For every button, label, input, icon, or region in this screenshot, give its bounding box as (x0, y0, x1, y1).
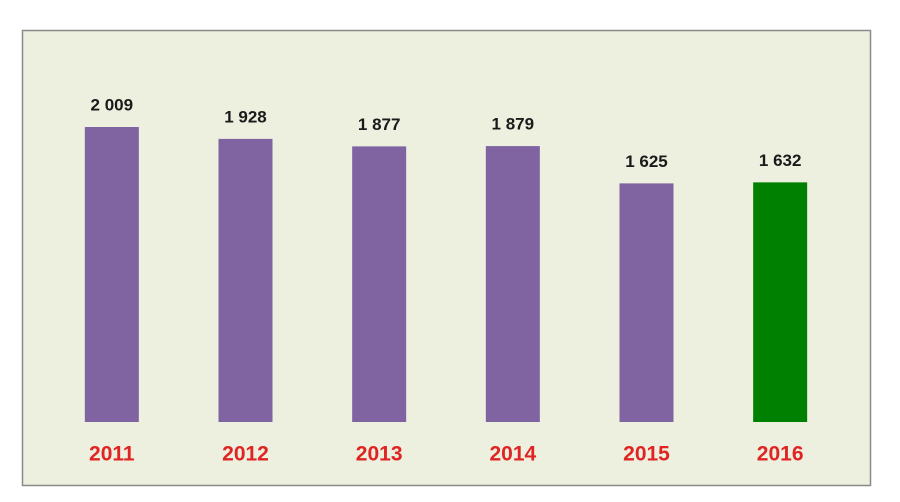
bar (485, 146, 540, 422)
value-label: 1 879 (492, 115, 535, 134)
value-label: 1 625 (625, 152, 668, 171)
bar (84, 127, 139, 422)
value-label: 1 632 (759, 151, 802, 170)
x-tick-label: 2013 (356, 443, 403, 466)
value-label: 1 928 (224, 107, 267, 126)
x-tick-label: 2012 (222, 443, 269, 466)
value-label: 2 009 (91, 95, 134, 114)
bar (218, 138, 273, 422)
bar (753, 182, 808, 422)
x-tick-label: 2016 (757, 443, 804, 466)
x-tick-label: 2011 (89, 443, 135, 466)
plot-panel (21, 29, 872, 487)
bar (619, 183, 674, 422)
bar (352, 146, 407, 422)
x-tick-label: 2014 (489, 443, 536, 466)
value-label: 1 877 (358, 115, 401, 134)
x-tick-label: 2015 (623, 443, 670, 466)
